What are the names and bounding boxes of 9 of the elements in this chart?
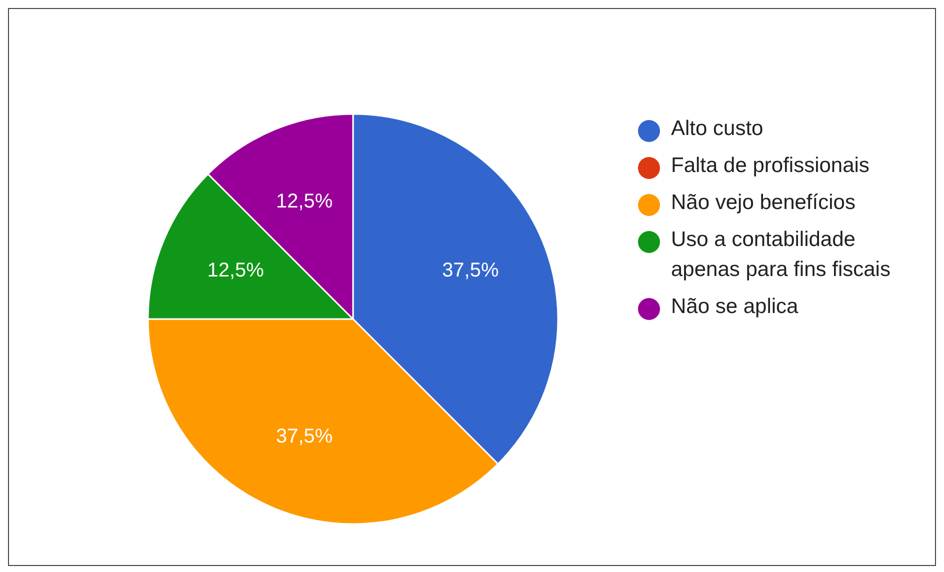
- data-label: 12,5%: [207, 259, 264, 282]
- data-label: 12,5%: [276, 190, 333, 213]
- legend-label: Uso a contabilidade apenas para fins fiscais: [671, 227, 892, 283]
- legend-label: Alto custo: [671, 116, 764, 142]
- legend-label: Não se aplica: [671, 294, 798, 320]
- data-label: 37,5%: [442, 259, 499, 282]
- legend-label: Não vejo benefícios: [671, 190, 856, 216]
- data-label: 37,5%: [276, 425, 333, 448]
- legend-label: Falta de profissionais: [671, 153, 870, 179]
